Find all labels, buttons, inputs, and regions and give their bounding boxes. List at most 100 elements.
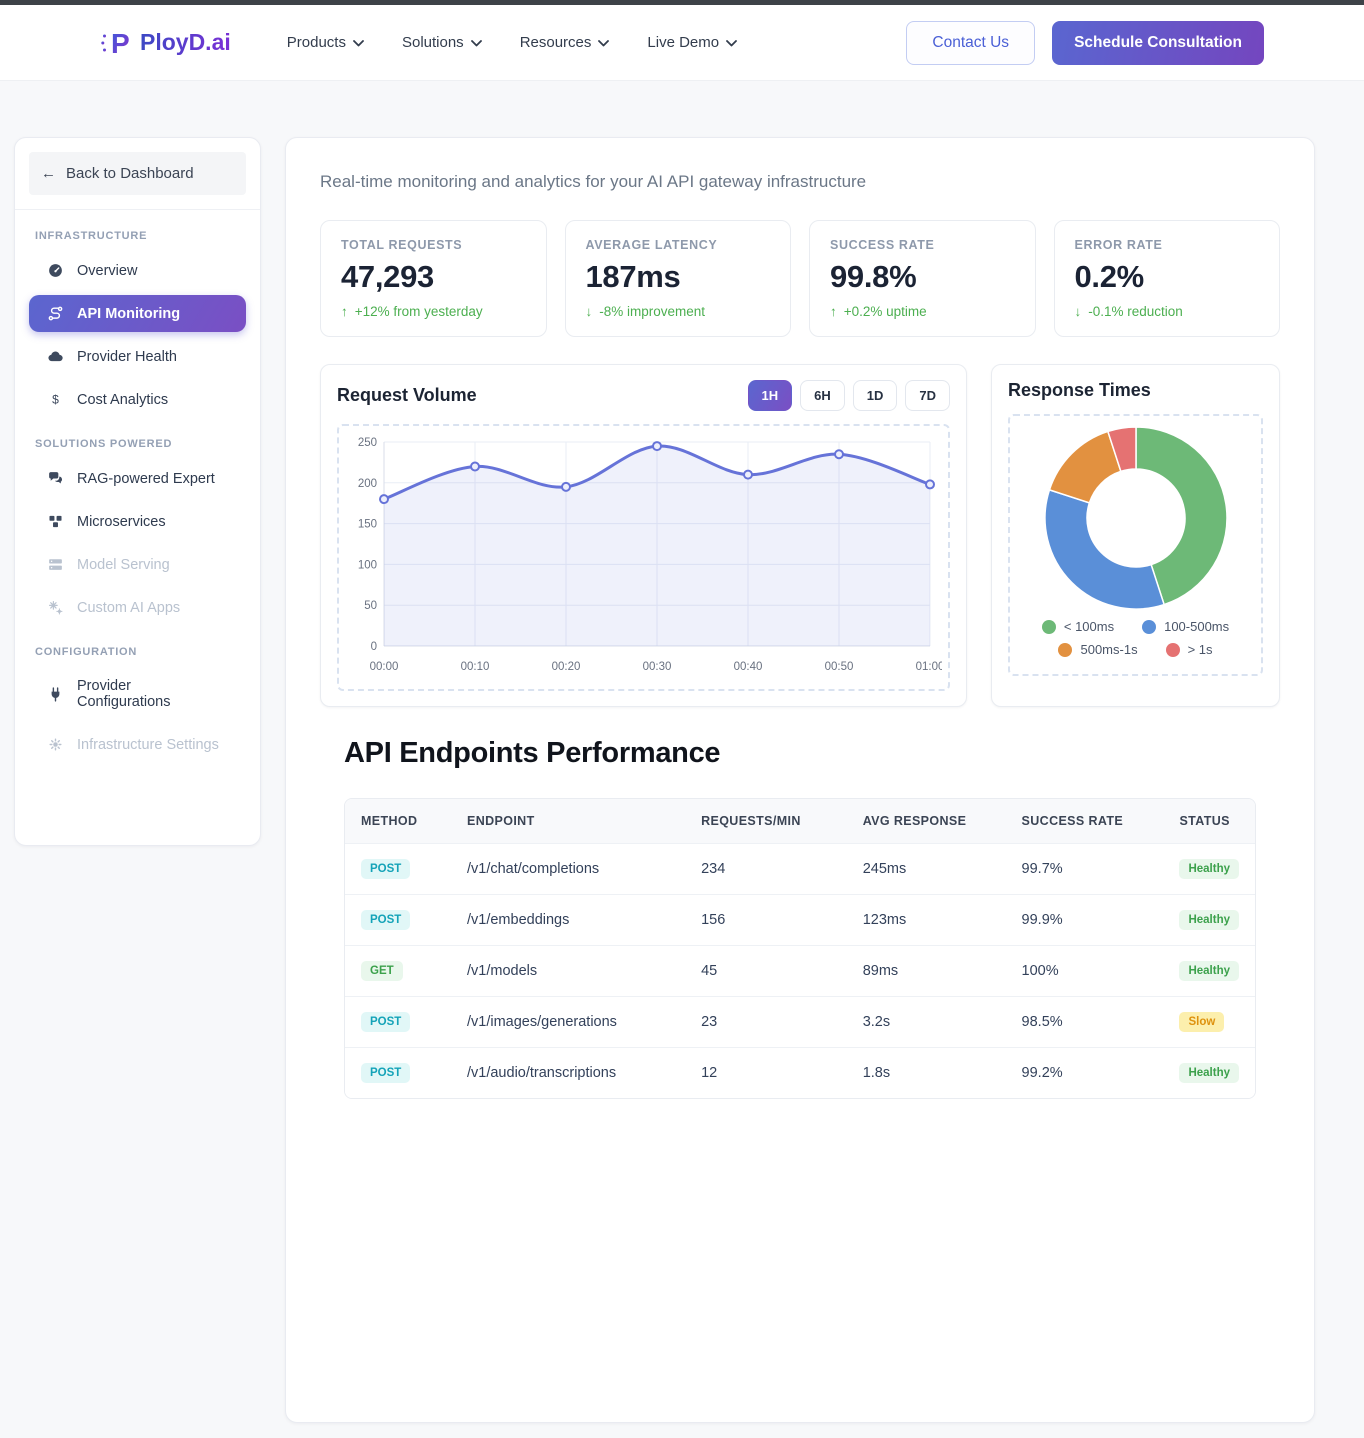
window-top-strip xyxy=(0,0,1364,5)
sidebar-item-cost-analytics[interactable]: $ Cost Analytics xyxy=(29,381,246,418)
avg-response-cell: 123ms xyxy=(846,894,1006,946)
range-button-1d[interactable]: 1D xyxy=(852,380,898,411)
contact-us-button[interactable]: Contact Us xyxy=(906,20,1036,65)
sidebar-item-label: Infrastructure Settings xyxy=(77,736,219,753)
sidebar-item-custom-ai-apps: Custom AI Apps xyxy=(29,589,246,626)
main-nav: Products Solutions Resources Live Demo xyxy=(287,34,737,51)
table-row-v1-images-generations: POST/v1/images/generations 23 3.2s 98.5% Slo… xyxy=(345,996,1255,1048)
status-badge: Healthy xyxy=(1179,910,1239,930)
sidebar-section-label-configuration: CONFIGURATION xyxy=(35,646,138,658)
column-header-requests-min: REQUESTS/MIN xyxy=(685,799,847,844)
stat-delta-label: +0.2% uptime xyxy=(843,304,927,319)
sidebar-item-label: Model Serving xyxy=(77,556,170,573)
donut-legend: < 100ms 100-500ms 500ms-1s > 1s xyxy=(1041,619,1230,657)
legend-label: 500ms-1s xyxy=(1080,642,1138,657)
requests-per-min-cell: 45 xyxy=(685,945,847,997)
nav-item-label: Resources xyxy=(519,34,592,51)
stat-value: 47,293 xyxy=(341,259,434,294)
stat-value: 99.8% xyxy=(830,259,917,294)
stat-label: AVERAGE LATENCY xyxy=(585,238,718,252)
range-button-7d[interactable]: 7D xyxy=(905,380,950,411)
brand-name: PloyD.ai xyxy=(140,29,231,55)
charts-row: Request Volume 1H 6H 1D 7D 0 50 100 150 200 250 0… xyxy=(320,364,1280,707)
stat-card-error-rate: ERROR RATE 0.2% ↓ -0.1% reduction xyxy=(1053,220,1280,337)
back-to-dashboard-label: Back to Dashboard xyxy=(66,165,194,182)
nav-item-solutions[interactable]: Solutions xyxy=(402,34,482,51)
table-row-v1-embeddings: POST/v1/embeddings 156 123ms 99.9% Healthy xyxy=(345,894,1255,946)
response-times-title: Response Times xyxy=(1008,380,1151,400)
plug-icon xyxy=(47,686,64,703)
header-actions: Contact Us Schedule Consultation xyxy=(906,20,1264,65)
gear-icon xyxy=(47,736,64,753)
range-button-1h[interactable]: 1H xyxy=(747,380,793,411)
back-to-dashboard-button[interactable]: ← Back to Dashboard xyxy=(29,152,246,195)
brand-logo[interactable]: P PloyD.ai xyxy=(100,24,231,62)
sidebar-item-provider-configurations[interactable]: Provider Configurations xyxy=(29,668,246,720)
endpoint-cell: /v1/images/generations xyxy=(451,996,686,1048)
sidebar-item-provider-health[interactable]: Provider Health xyxy=(29,338,246,375)
table-row-v1-models: GET/v1/models 45 89ms 100% Healthy xyxy=(345,945,1255,997)
server-icon xyxy=(47,556,64,573)
brand-logo-icon: P xyxy=(101,28,130,59)
sidebar-item-microservices[interactable]: Microservices xyxy=(29,503,246,540)
top-navigation-bar: P PloyD.ai Products Solutions Resources Liv… xyxy=(0,5,1364,81)
legend-label: > 1s xyxy=(1187,642,1213,657)
nav-item-resources[interactable]: Resources xyxy=(520,34,610,51)
range-button-6h[interactable]: 6H xyxy=(800,380,845,411)
sidebar-section-label-infrastructure: INFRASTRUCTURE xyxy=(35,230,148,242)
request-volume-chart: 0 50 100 150 200 250 00:00 00:10 00:20 00:30 00:40… xyxy=(337,424,950,691)
legend-dot-icon xyxy=(1058,642,1073,657)
sidebar-item-label: RAG-powered Expert xyxy=(77,470,215,487)
sidebar-item-label: API Monitoring xyxy=(77,305,181,322)
stat-delta-label: -0.1% reduction xyxy=(1088,304,1183,319)
legend-dot-icon xyxy=(1142,619,1157,634)
sidebar-item-label: Provider Health xyxy=(77,348,177,365)
stats-row: TOTAL REQUESTS 47,293 ↑ +12% from yesterday… xyxy=(320,220,1280,337)
cloud-icon xyxy=(47,348,64,365)
stat-value: 0.2% xyxy=(1074,259,1145,294)
sidebar-item-rag-powered-expert[interactable]: RAG-powered Expert xyxy=(29,460,246,497)
nav-item-label: Live Demo xyxy=(647,34,720,51)
chevron-down-icon xyxy=(353,40,364,47)
endpoint-cell: /v1/models xyxy=(451,945,686,997)
legend-dot-icon xyxy=(1041,619,1056,634)
status-badge: Healthy xyxy=(1179,961,1239,981)
legend-row: 500ms-1s > 1s xyxy=(1058,642,1213,657)
donut-slice-100ms xyxy=(1134,426,1228,606)
sidebar-item-label: Overview xyxy=(77,262,138,279)
stat-card-total-requests: TOTAL REQUESTS 47,293 ↑ +12% from yesterday xyxy=(320,220,547,337)
svg-text:00:10: 00:10 xyxy=(461,661,490,673)
column-header-status: STATUS xyxy=(1163,799,1255,844)
success-rate-cell: 99.9% xyxy=(1005,894,1164,946)
sidebar-item-infrastructure-settings: Infrastructure Settings xyxy=(29,726,246,763)
gears-icon xyxy=(47,599,64,616)
sidebar-item-label: Custom AI Apps xyxy=(77,599,181,616)
stat-value: 187ms xyxy=(585,259,681,294)
svg-text:P: P xyxy=(111,28,130,59)
endpoint-cell: /v1/audio/transcriptions xyxy=(451,1047,686,1098)
stat-delta-label: -8% improvement xyxy=(599,304,706,319)
sidebar-item-overview[interactable]: Overview xyxy=(29,252,246,289)
legend-label: 100-500ms xyxy=(1164,619,1230,634)
donut-slice-100-500ms xyxy=(1043,488,1165,610)
sidebar-item-api-monitoring[interactable]: API Monitoring xyxy=(29,295,246,332)
stat-delta: ↑ +0.2% uptime xyxy=(830,304,1015,319)
endpoints-section: API Endpoints Performance METHOD ENDPOINT… xyxy=(320,737,1280,1099)
donut-slice-500ms-1s xyxy=(1048,430,1122,504)
svg-text:100: 100 xyxy=(358,559,377,571)
status-badge: Healthy xyxy=(1179,1063,1239,1083)
status-badge: Healthy xyxy=(1179,859,1239,879)
svg-text:01:00: 01:00 xyxy=(916,661,942,673)
stat-label: SUCCESS RATE xyxy=(830,238,935,252)
legend-item-500ms-1s: 500ms-1s xyxy=(1058,642,1138,657)
success-rate-cell: 98.5% xyxy=(1005,996,1164,1048)
request-volume-card: Request Volume 1H 6H 1D 7D 0 50 100 150 200 250 0… xyxy=(320,364,967,707)
stat-label: TOTAL REQUESTS xyxy=(341,238,463,252)
request-volume-title: Request Volume xyxy=(337,385,477,405)
arrow-up-icon: ↑ xyxy=(341,304,348,319)
endpoints-table: METHOD ENDPOINT REQUESTS/MIN AVG RESPONSE SU… xyxy=(345,799,1255,1098)
schedule-consultation-button[interactable]: Schedule Consultation xyxy=(1052,20,1264,65)
nav-item-live-demo[interactable]: Live Demo xyxy=(647,34,737,51)
endpoints-title: API Endpoints Performance xyxy=(344,737,721,769)
nav-item-products[interactable]: Products xyxy=(287,34,364,51)
